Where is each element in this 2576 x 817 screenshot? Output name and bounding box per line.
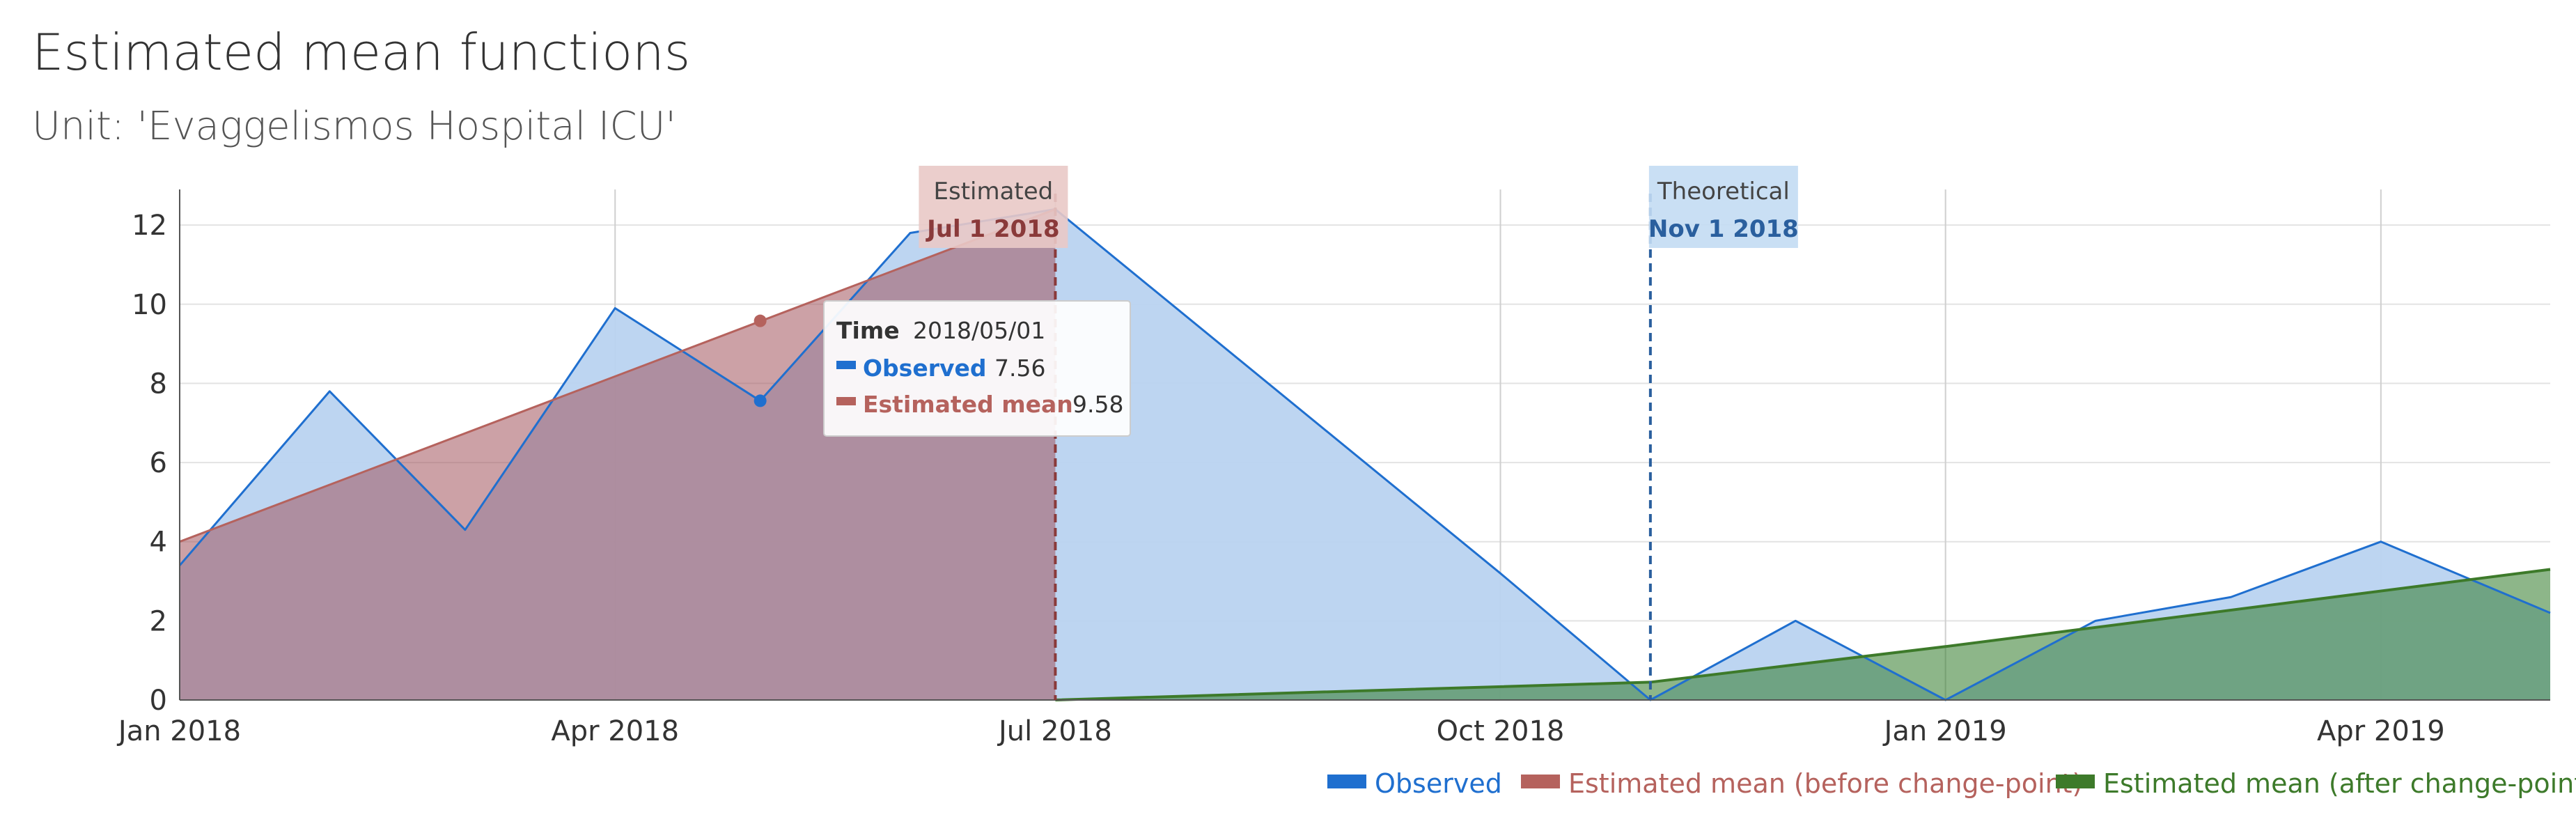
series-line	[1055, 568, 2551, 701]
legend-label: Estimated mean (after change-point)	[2103, 768, 2576, 799]
legend-label: Estimated mean (before change-point)	[1568, 768, 2082, 799]
tooltip-swatch	[836, 397, 856, 405]
legend-swatch	[1327, 775, 1366, 788]
legend-item[interactable]: Estimated mean (after change-point)	[2056, 768, 2576, 799]
x-tick-label: Apr 2018	[551, 715, 679, 747]
series-area	[1055, 569, 2550, 700]
x-tick-label: Jul 2018	[997, 715, 1112, 747]
series-areas	[180, 209, 2550, 700]
tooltip-time-value: 2018/05/01	[913, 317, 1045, 344]
legend-swatch	[1521, 775, 1560, 788]
change-point-label-box	[919, 166, 1068, 248]
tooltip-box	[823, 300, 1131, 437]
legend-label: Observed	[1375, 768, 1502, 799]
legend[interactable]: Observed Estimated mean (before change-po…	[1327, 768, 2576, 799]
legend-swatch	[2056, 775, 2095, 788]
hover-marker	[754, 314, 767, 327]
y-tick-label: 4	[150, 527, 167, 559]
y-tick-label: 6	[150, 447, 167, 479]
hover-marker	[754, 394, 767, 407]
legend-item[interactable]: Observed	[1327, 768, 1502, 799]
tooltip-series-name: Observed	[863, 355, 987, 382]
tooltip-time-label: Time	[836, 317, 900, 344]
change-point-label-box	[1648, 166, 1798, 248]
y-tick-label: 10	[132, 289, 167, 321]
series-lines	[178, 208, 2551, 701]
change-point-annotations: Estimated Jul 1 2018 Theoretical Nov 1 2018	[919, 166, 1799, 700]
chart-subtitle: Unit: 'Evaggelismos Hospital ICU'	[32, 104, 676, 149]
tooltip-series-name: Estimated mean	[863, 391, 1073, 418]
tooltip-series-value: 9.58	[1072, 391, 1123, 418]
x-tick-label: Oct 2018	[1437, 715, 1565, 747]
y-tick-label: 0	[150, 685, 167, 717]
tooltip-series-value: 7.56	[994, 355, 1045, 382]
tooltip-swatch	[836, 361, 856, 369]
series-line	[178, 208, 2551, 701]
chart-title: Estimated mean functions	[32, 23, 690, 81]
legend-item[interactable]: Estimated mean (before change-point)	[1521, 768, 2082, 799]
change-point-label: Theoretical	[1657, 178, 1790, 205]
y-tick-label: 8	[150, 368, 167, 400]
y-tick-label: 2	[150, 605, 167, 637]
change-point-label: Estimated	[934, 178, 1054, 205]
tooltip: Time 2018/05/01 Observed 7.56 Estimated mean…	[754, 300, 1131, 437]
x-tick-label: Apr 2019	[2317, 715, 2445, 747]
series-line	[179, 208, 1056, 543]
x-tick-label: Jan 2019	[1882, 715, 2007, 747]
change-point-date: Nov 1 2018	[1648, 215, 1799, 243]
axes: 0 2 4 6 8 10 12 Jan 2018 Apr 2018 Jul 2018 Oct 201…	[116, 189, 2550, 747]
x-tick-label: Jan 2018	[116, 715, 241, 747]
y-tick-label: 12	[132, 210, 167, 242]
change-point-date: Jul 1 2018	[926, 215, 1059, 243]
